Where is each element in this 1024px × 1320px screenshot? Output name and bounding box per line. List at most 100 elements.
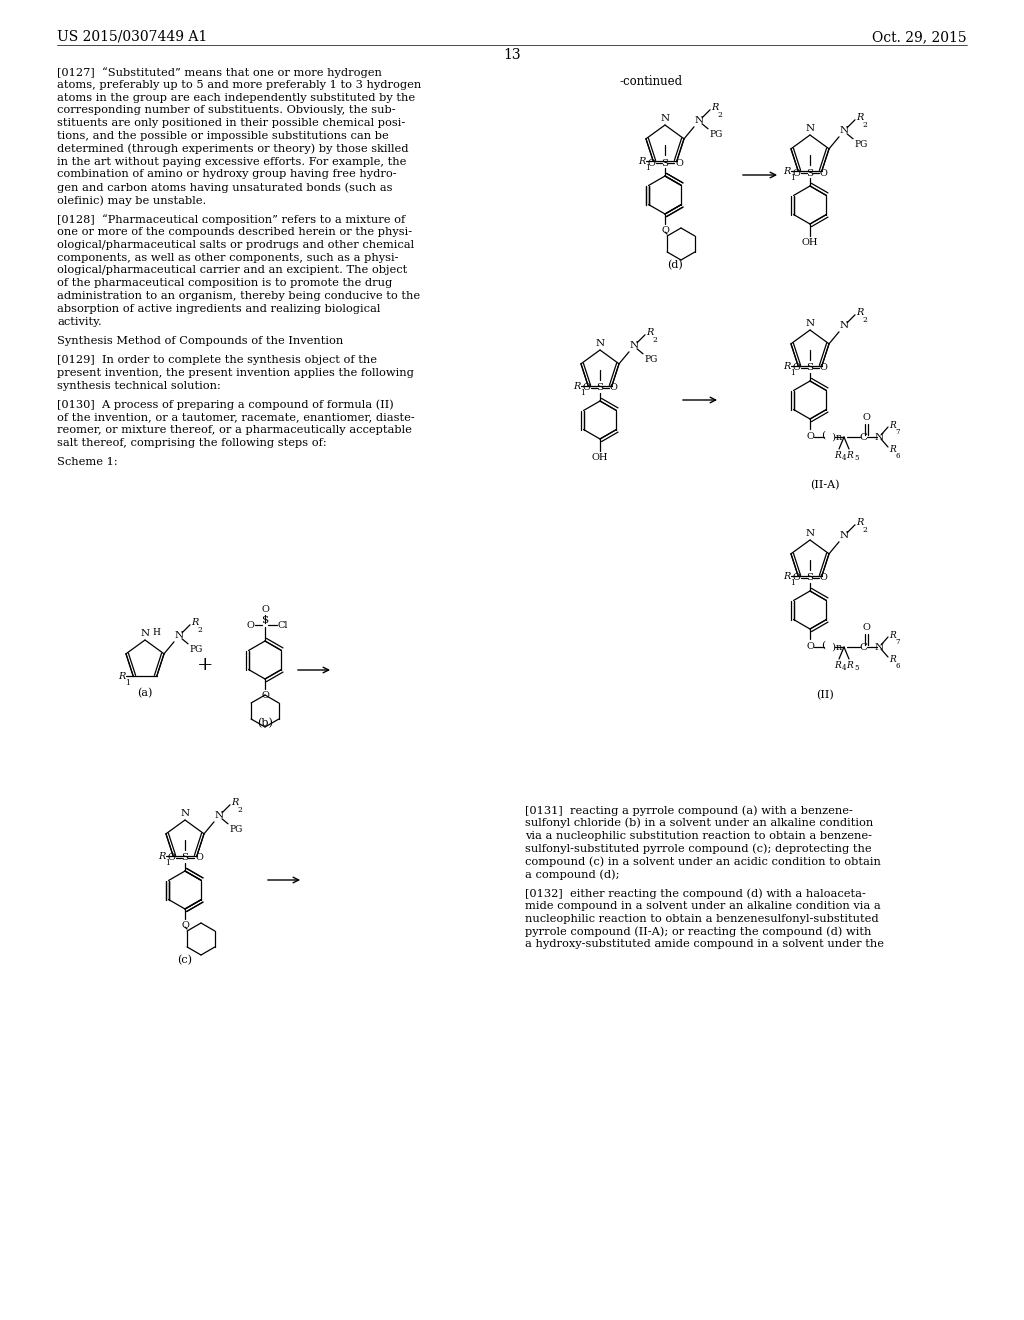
Text: pyrrole compound (II-A); or reacting the compound (d) with: pyrrole compound (II-A); or reacting the… [525, 927, 871, 937]
Text: [0132]  either reacting the compound (d) with a haloaceta-: [0132] either reacting the compound (d) … [525, 888, 866, 899]
Text: corresponding number of substituents. Obviously, the sub-: corresponding number of substituents. Ob… [57, 106, 395, 115]
Text: mide compound in a solvent under an alkaline condition via a: mide compound in a solvent under an alka… [525, 902, 881, 911]
Text: 2: 2 [237, 805, 242, 814]
Text: O: O [662, 226, 669, 235]
Text: N: N [660, 114, 670, 123]
Text: R: R [783, 572, 791, 581]
Text: N: N [874, 643, 884, 652]
Text: N: N [874, 433, 884, 441]
Text: tions, and the possible or impossible substitutions can be: tions, and the possible or impossible su… [57, 131, 389, 141]
Text: OH: OH [592, 453, 608, 462]
Text: sulfonyl-substituted pyrrole compound (c); deprotecting the: sulfonyl-substituted pyrrole compound (c… [525, 843, 871, 854]
Text: R: R [889, 631, 896, 639]
Text: S: S [596, 384, 603, 392]
Text: gen and carbon atoms having unsaturated bonds (such as: gen and carbon atoms having unsaturated … [57, 182, 392, 193]
Text: [0131]  reacting a pyrrole compound (a) with a benzene-: [0131] reacting a pyrrole compound (a) w… [525, 805, 853, 816]
Text: activity.: activity. [57, 317, 101, 326]
Text: O: O [246, 620, 254, 630]
Text: O: O [647, 158, 655, 168]
Text: (c): (c) [177, 954, 193, 965]
Text: R: R [847, 451, 853, 459]
Text: -continued: -continued [620, 75, 683, 88]
Text: 4: 4 [842, 664, 847, 672]
Text: 1: 1 [791, 174, 795, 182]
Text: R: R [158, 851, 165, 861]
Text: N: N [806, 529, 814, 539]
Text: 2: 2 [652, 335, 657, 343]
Text: sulfonyl chloride (b) in a solvent under an alkaline condition: sulfonyl chloride (b) in a solvent under… [525, 818, 873, 829]
Text: salt thereof, comprising the following steps of:: salt thereof, comprising the following s… [57, 438, 327, 449]
Text: O: O [675, 158, 683, 168]
Text: O: O [806, 642, 814, 651]
Text: R: R [638, 157, 645, 166]
Text: Scheme 1:: Scheme 1: [57, 458, 118, 467]
Text: (d): (d) [667, 260, 683, 271]
Text: synthesis technical solution:: synthesis technical solution: [57, 380, 221, 391]
Text: N: N [840, 532, 849, 540]
Text: O: O [820, 573, 827, 582]
Text: (a): (a) [137, 688, 153, 698]
Text: N: N [806, 319, 814, 327]
Text: 2: 2 [862, 525, 867, 533]
Text: 5: 5 [854, 454, 858, 462]
Text: 5: 5 [854, 664, 858, 672]
Text: PG: PG [854, 140, 867, 149]
Text: ological/pharmaceutical salts or prodrugs and other chemical: ological/pharmaceutical salts or prodrug… [57, 240, 414, 249]
Text: atoms in the group are each independently substituted by the: atoms in the group are each independentl… [57, 92, 415, 103]
Text: S: S [181, 854, 188, 862]
Text: nucleophilic reaction to obtain a benzenesulfonyl-substituted: nucleophilic reaction to obtain a benzen… [525, 913, 879, 924]
Text: R: R [783, 166, 791, 176]
Text: N: N [840, 127, 849, 136]
Text: N: N [840, 321, 849, 330]
Text: [0130]  A process of preparing a compound of formula (II): [0130] A process of preparing a compound… [57, 400, 394, 411]
Text: Cl: Cl [278, 620, 289, 630]
Text: R: R [835, 451, 842, 459]
Text: a compound (d);: a compound (d); [525, 869, 620, 879]
Text: 13: 13 [503, 48, 521, 62]
Text: reomer, or mixture thereof, or a pharmaceutically acceptable: reomer, or mixture thereof, or a pharmac… [57, 425, 412, 436]
Text: R: R [847, 661, 853, 671]
Text: PG: PG [644, 355, 657, 364]
Text: 6: 6 [895, 451, 899, 459]
Text: O: O [806, 432, 814, 441]
Text: [0129]  In order to complete the synthesis object of the: [0129] In order to complete the synthesi… [57, 355, 377, 366]
Text: O: O [793, 573, 800, 582]
Text: S: S [261, 616, 268, 624]
Text: R: R [118, 672, 125, 681]
Text: of the pharmaceutical composition is to promote the drug: of the pharmaceutical composition is to … [57, 279, 392, 288]
Text: N: N [806, 124, 814, 133]
Text: R: R [889, 421, 896, 429]
Text: Oct. 29, 2015: Oct. 29, 2015 [872, 30, 967, 44]
Text: olefinic) may be unstable.: olefinic) may be unstable. [57, 195, 206, 206]
Text: N: N [630, 342, 639, 350]
Text: S: S [807, 573, 813, 582]
Text: O: O [261, 605, 269, 614]
Text: N: N [214, 812, 223, 820]
Text: (II-A): (II-A) [810, 480, 840, 490]
Text: via a nucleophilic substitution reaction to obtain a benzene-: via a nucleophilic substitution reaction… [525, 830, 872, 841]
Text: atoms, preferably up to 5 and more preferably 1 to 3 hydrogen: atoms, preferably up to 5 and more prefe… [57, 79, 421, 90]
Text: (: ( [821, 640, 825, 649]
Text: (II): (II) [816, 690, 834, 701]
Text: PG: PG [229, 825, 243, 834]
Text: a hydroxy-substituted amide compound in a solvent under the: a hydroxy-substituted amide compound in … [525, 940, 884, 949]
Text: O: O [181, 921, 189, 931]
Text: O: O [793, 169, 800, 177]
Text: R: R [231, 799, 239, 808]
Text: R: R [856, 519, 863, 527]
Text: N: N [140, 630, 150, 638]
Text: combination of amino or hydroxy group having free hydro-: combination of amino or hydroxy group ha… [57, 169, 396, 180]
Text: one or more of the compounds described herein or the physi-: one or more of the compounds described h… [57, 227, 412, 238]
Text: 2: 2 [717, 111, 722, 119]
Text: O: O [167, 854, 175, 862]
Text: US 2015/0307449 A1: US 2015/0307449 A1 [57, 30, 207, 44]
Text: N: N [174, 631, 183, 640]
Text: [0127]  “Substituted” means that one or more hydrogen: [0127] “Substituted” means that one or m… [57, 67, 382, 78]
Text: O: O [261, 690, 269, 700]
Text: O: O [820, 363, 827, 372]
Text: C: C [859, 433, 867, 441]
Text: S: S [807, 363, 813, 372]
Text: 7: 7 [895, 638, 899, 645]
Text: 1: 1 [165, 859, 170, 867]
Text: absorption of active ingredients and realizing biological: absorption of active ingredients and rea… [57, 304, 380, 314]
